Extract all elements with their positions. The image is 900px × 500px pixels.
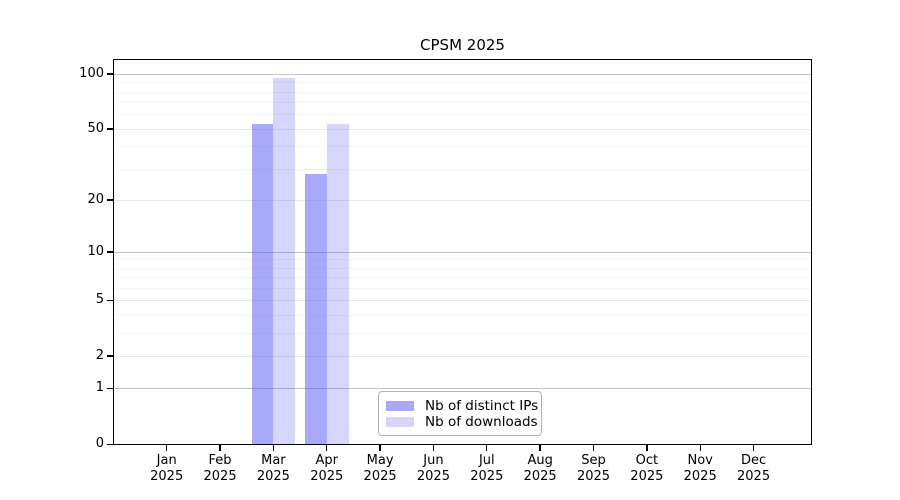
xtick-oct — [646, 445, 648, 451]
xtick-label-aug: Aug 2025 — [523, 453, 557, 484]
ytick-label-1: 1 — [95, 380, 104, 396]
xtick-may — [379, 445, 381, 451]
ytick-label-2: 2 — [95, 347, 104, 363]
xtick-jan — [166, 445, 168, 451]
ytick-2 — [107, 355, 113, 357]
ytick-5 — [107, 299, 113, 302]
ytick-50 — [107, 128, 113, 130]
gridline-y-10 — [114, 251, 811, 253]
xtick-dec — [752, 445, 755, 451]
ytick-label-10: 10 — [87, 243, 104, 259]
xtick-sep — [592, 445, 595, 451]
gridline-y-70 — [114, 102, 811, 104]
legend-swatch-distinct-ips — [386, 401, 414, 411]
gridline-y-50 — [114, 128, 811, 130]
xtick-label-dec: Dec 2025 — [737, 453, 771, 484]
ytick-100 — [107, 73, 113, 75]
gridline-y-60 — [114, 114, 811, 116]
gridline-y-9 — [114, 259, 811, 261]
xtick-apr — [326, 445, 328, 451]
gridline-y-3 — [114, 332, 811, 334]
gridline-y-40 — [114, 146, 811, 148]
legend-label-downloads: Nb of downloads — [425, 414, 538, 430]
gridline-y-5 — [114, 300, 811, 302]
ytick-label-100: 100 — [79, 65, 104, 81]
xtick-jul — [486, 445, 488, 451]
ytick-label-50: 50 — [87, 120, 104, 136]
gridline-y-6 — [114, 287, 811, 289]
gridline-y-2 — [114, 355, 811, 357]
bar-mar-downloads — [273, 77, 296, 444]
xtick-label-jan: Jan 2025 — [150, 453, 184, 484]
xtick-mar — [272, 445, 275, 451]
xtick-label-feb: Feb 2025 — [203, 453, 237, 484]
xtick-label-apr: Apr 2025 — [310, 453, 344, 484]
xtick-label-nov: Nov 2025 — [683, 453, 717, 484]
gridline-y-7 — [114, 277, 811, 279]
xtick-label-jun: Jun 2025 — [416, 453, 450, 484]
xtick-aug — [539, 445, 541, 451]
gridline-y-4 — [114, 314, 811, 316]
legend-swatch-downloads — [386, 417, 414, 427]
xtick-label-mar: Mar 2025 — [256, 453, 290, 484]
ytick-0 — [107, 443, 113, 445]
chart-title: CPSM 2025 — [420, 36, 505, 54]
xtick-jun — [432, 445, 435, 451]
xtick-label-may: May 2025 — [363, 453, 397, 484]
ytick-label-5: 5 — [95, 292, 104, 308]
gridline-y-8 — [114, 267, 811, 269]
bar-apr-distinct-ips — [304, 173, 327, 444]
xtick-label-oct: Oct 2025 — [630, 453, 664, 484]
legend-label-distinct-ips: Nb of distinct IPs — [425, 398, 539, 414]
bar-mar-distinct-ips — [251, 124, 274, 444]
gridline-y-1 — [114, 388, 811, 390]
xtick-feb — [219, 445, 221, 451]
xtick-nov — [699, 445, 701, 451]
xtick-label-sep: Sep 2025 — [576, 453, 611, 484]
ytick-20 — [107, 199, 113, 201]
legend: Nb of distinct IPs Nb of downloads — [378, 391, 542, 436]
gridline-y-100 — [114, 73, 811, 75]
ytick-1 — [107, 387, 113, 390]
plot-area — [113, 59, 812, 445]
gridline-y-90 — [114, 82, 811, 84]
gridline-y-30 — [114, 168, 811, 170]
ytick-10 — [107, 251, 113, 253]
gridline-y-80 — [114, 91, 811, 93]
xtick-label-jul: Jul 2025 — [470, 453, 504, 484]
ytick-label-20: 20 — [87, 191, 104, 207]
gridline-y-20 — [114, 199, 811, 201]
bar-apr-downloads — [326, 124, 349, 444]
legend-item-distinct-ips: Nb of distinct IPs — [386, 398, 538, 414]
legend-item-downloads: Nb of downloads — [386, 414, 538, 430]
ytick-label-0: 0 — [95, 436, 104, 451]
